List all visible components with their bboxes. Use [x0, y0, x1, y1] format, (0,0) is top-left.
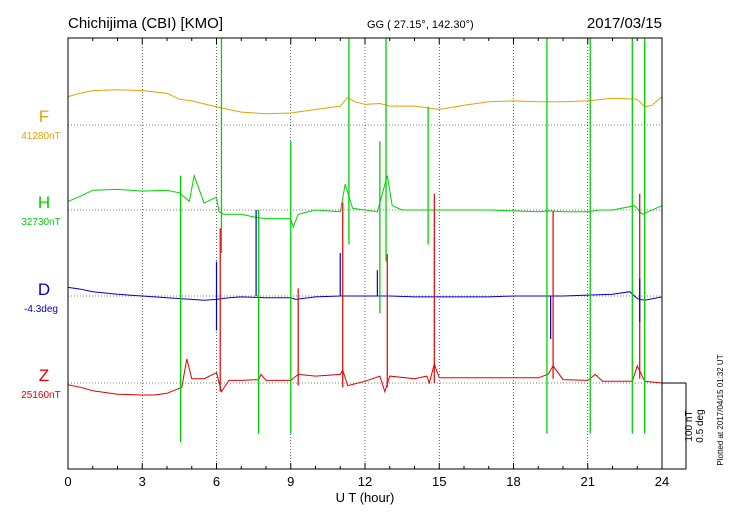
series-baseline-Z: 25160nT	[21, 390, 60, 401]
grid	[68, 38, 662, 469]
series-name-H: H	[38, 193, 50, 212]
series-name-D: D	[38, 280, 50, 299]
x-tick-label-2: 6	[213, 474, 220, 489]
x-tick-label-5: 15	[432, 474, 446, 489]
station-title: Chichijima (CBI) [KMO]	[68, 15, 223, 32]
series-baseline-F: 41280nT	[21, 131, 60, 142]
series-labels: F 41280nT H 32730nT D -4.3deg Z 25160nT	[21, 107, 60, 401]
plotted-timestamp: Plotted at 2017/04/15 01:32 UT	[716, 354, 725, 465]
coordinates-label: GG ( 27.15°, 142.30°)	[367, 19, 474, 31]
x-tick-label-8: 24	[655, 474, 669, 489]
scale-nt-label: 100 nT	[684, 410, 695, 441]
x-tick-label-4: 12	[358, 474, 372, 489]
x-tick-label-3: 9	[287, 474, 294, 489]
x-tick-label-6: 18	[506, 474, 520, 489]
date-label: 2017/03/15	[587, 15, 662, 32]
series-line-F	[67, 89, 663, 115]
series-name-F: F	[39, 107, 49, 126]
series-line-H	[67, 173, 663, 229]
x-axis-label: U T (hour)	[336, 490, 395, 505]
x-tick-label-0: 0	[64, 474, 71, 489]
scale-bar: 100 nT 0.5 deg	[662, 382, 706, 470]
series-baseline-H: 32730nT	[21, 217, 60, 228]
scale-deg-label: 0.5 deg	[695, 409, 706, 442]
series-baseline-D: -4.3deg	[24, 304, 58, 315]
series-line-Z	[67, 358, 663, 396]
series-name-Z: Z	[39, 366, 49, 385]
x-axis: 0 3 6 9 12 15 18 21 24	[64, 38, 669, 489]
x-tick-label-1: 3	[139, 474, 146, 489]
traces	[67, 38, 663, 443]
x-tick-label-7: 21	[581, 474, 595, 489]
